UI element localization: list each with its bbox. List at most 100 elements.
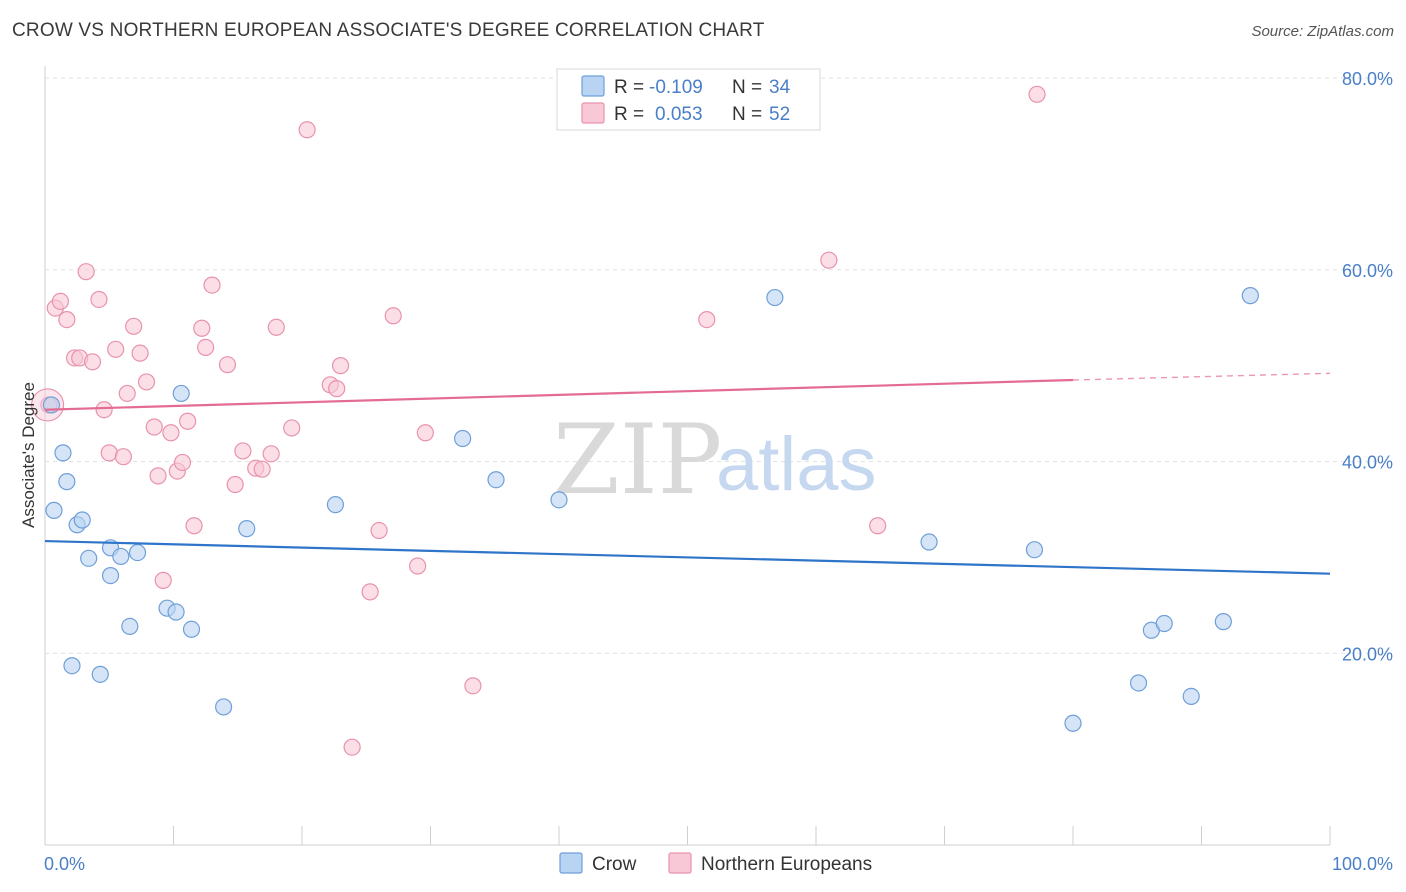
crow-point (54, 444, 72, 462)
crow-point (550, 491, 568, 509)
crow-point (121, 617, 139, 636)
ne-point (218, 356, 237, 374)
ne-point (253, 460, 271, 478)
chart-title: CROW VS NORTHERN EUROPEAN ASSOCIATE'S DE… (12, 20, 765, 41)
watermark-atlas: atlas (716, 422, 877, 507)
y-tick-label: 80.0% (1342, 69, 1393, 89)
ne-point (83, 353, 102, 371)
ne-point (149, 467, 167, 485)
ne-point (179, 412, 197, 430)
x-tick-label: 0.0% (44, 854, 85, 874)
ne-trend-line (44, 378, 1074, 411)
bottom-legend-ne-swatch (668, 852, 692, 874)
source-label: Source: ZipAtlas.com (1251, 23, 1394, 40)
ne-point (100, 444, 118, 462)
ne-point (698, 311, 716, 329)
crow-point (487, 471, 505, 489)
legend-ne-r-value: 0.053 (655, 104, 703, 125)
legend-crow-r-label: R = (614, 77, 644, 98)
legend-ne-r-label: R = (614, 104, 644, 125)
crow-point (101, 566, 120, 585)
ne-point (145, 418, 163, 436)
legend-ne-n-value: 52 (769, 104, 790, 125)
crow-point (1129, 674, 1148, 692)
crow-point (1214, 613, 1232, 631)
crow-point (326, 496, 345, 514)
ne-point (361, 583, 379, 601)
grid (45, 77, 1392, 654)
ne-point (416, 424, 434, 442)
ne-point (203, 276, 221, 294)
bottom-legend: Crow Northern Europeans (559, 852, 872, 875)
ne-point (234, 442, 252, 460)
ne-point (107, 340, 125, 358)
crow-point (63, 657, 81, 675)
bottom-legend-crow-swatch (559, 852, 583, 874)
y-tick-label: 20.0% (1342, 644, 1393, 664)
crow-point (182, 620, 201, 638)
watermark: ZIP atlas (553, 404, 877, 516)
ne-point (51, 292, 70, 310)
crow-point (80, 549, 98, 567)
crow-point (91, 665, 109, 683)
ne-point (162, 424, 180, 442)
legend-crow-swatch (581, 75, 605, 97)
legend-ne-n-label: N = (732, 104, 762, 125)
watermark-zip: ZIP (553, 404, 722, 516)
crow-point (766, 288, 784, 307)
axes: 20.0% 40.0% 60.0% 80.0% 0.0% 100.0% (44, 66, 1393, 874)
crow-point (172, 384, 190, 403)
ne-point (464, 677, 482, 695)
crow-point (112, 547, 130, 566)
legend-crow-r-value: -0.109 (649, 77, 703, 98)
ne-point (173, 453, 192, 472)
ne-point (328, 380, 346, 398)
crow-point (45, 501, 63, 519)
ne-point (193, 319, 211, 337)
ne-point (95, 401, 113, 419)
crow-point (1182, 687, 1200, 705)
y-tick-label: 40.0% (1342, 453, 1393, 473)
crow-point (1241, 287, 1259, 305)
ne-point (384, 307, 402, 325)
crow-point (238, 520, 256, 538)
legend-crow-n-label: N = (732, 77, 762, 98)
ne-trend-extension (1072, 372, 1331, 381)
y-tick-label: 60.0% (1342, 261, 1393, 281)
ne-point (197, 338, 215, 357)
ne-point (331, 357, 350, 375)
crow-point (215, 698, 233, 716)
crow-point (1064, 714, 1082, 732)
ne-point (118, 384, 136, 403)
ne-point (131, 344, 149, 362)
ne-point (298, 121, 316, 139)
legend: R = -0.109 N = 34 R = 0.053 N = 52 (556, 68, 821, 131)
crow-point (58, 473, 76, 491)
ne-point (114, 448, 132, 466)
ne-point (226, 475, 244, 494)
crow-point (920, 533, 938, 551)
ne-point (58, 311, 76, 329)
ne-point (267, 318, 285, 336)
crow-trend-line (44, 539, 1331, 575)
crow-point (1025, 541, 1044, 559)
ne-point (343, 738, 361, 756)
bottom-legend-crow-label: Crow (592, 854, 637, 875)
ne-point (125, 317, 143, 335)
ne-point (90, 290, 108, 309)
ne-point (1028, 85, 1046, 103)
crow-point (128, 543, 147, 562)
y-axis-label: Associate's Degree (19, 382, 38, 528)
legend-ne-swatch (581, 102, 605, 124)
crow-point (167, 603, 185, 621)
crow-point (454, 429, 472, 448)
ne-point (370, 521, 388, 540)
ne-point (820, 251, 838, 269)
legend-crow-n-value: 34 (769, 77, 791, 98)
trend-lines (44, 372, 1331, 575)
ne-point (185, 517, 203, 535)
ne-point (154, 571, 172, 589)
bottom-legend-ne-label: Northern Europeans (701, 854, 872, 875)
ne-point (409, 557, 427, 575)
x-tick-label: 100.0% (1332, 854, 1393, 874)
